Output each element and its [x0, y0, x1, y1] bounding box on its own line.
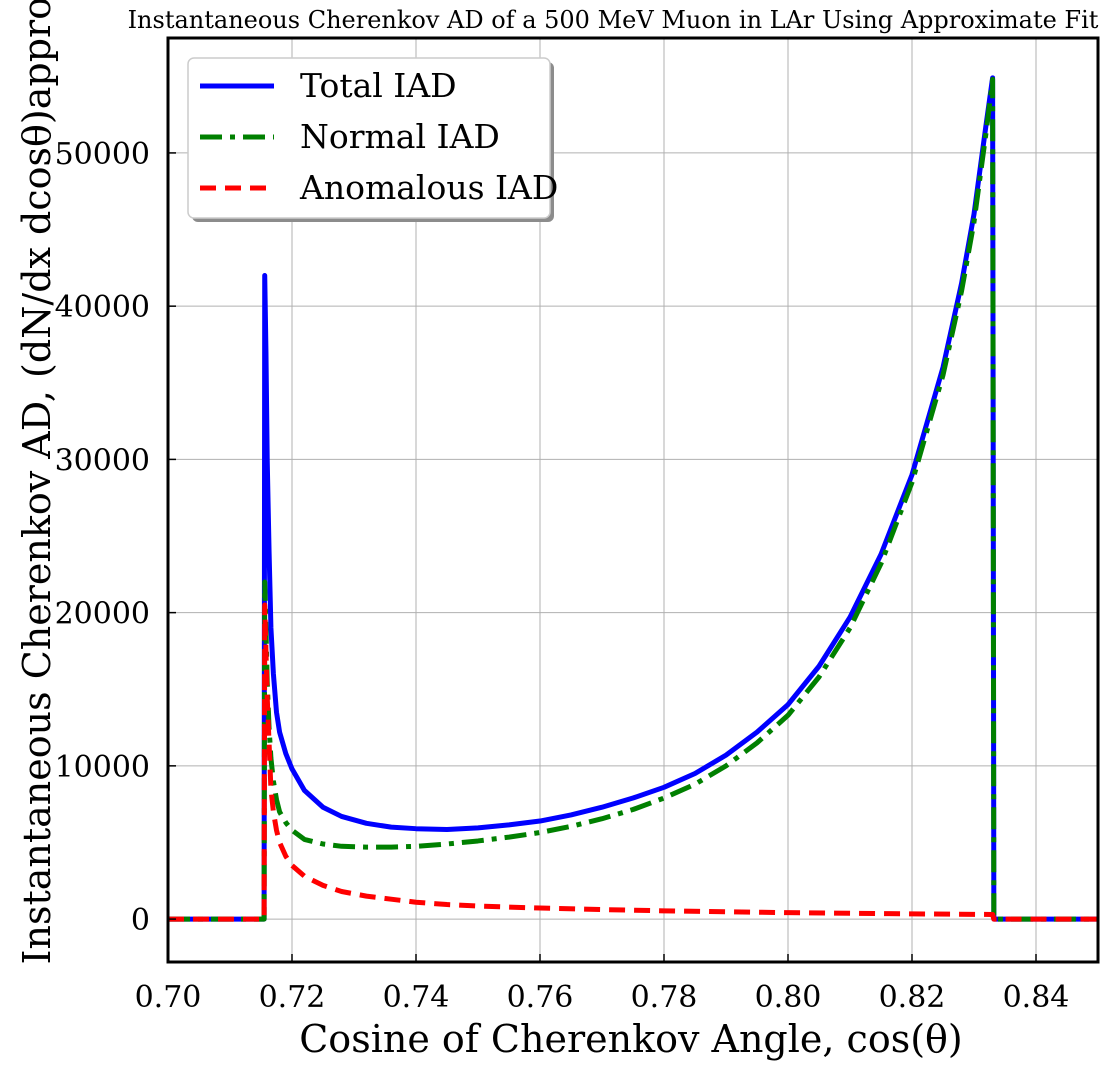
- y-axis-label: Instantaneous Cherenkov AD, (dN/dx dcosθ…: [15, 0, 59, 965]
- x-tick-label: 0.78: [631, 980, 698, 1015]
- plot-frame: [166, 36, 1100, 964]
- series-line-anomalous-iad: [168, 602, 1098, 922]
- y-tick-label: 0: [131, 903, 150, 938]
- legend-box: [187, 57, 551, 219]
- series-line-normal-iad: [168, 76, 1098, 922]
- x-tick-label: 0.72: [259, 980, 326, 1015]
- legend-label: Normal IAD: [300, 117, 500, 156]
- x-tick-label: 0.82: [879, 980, 946, 1015]
- x-tick-label: 0.70: [135, 980, 202, 1015]
- ticks: 0.70 0.72 0.74 0.76 0.78 0.80 0.82 0.84 0 10000 20…: [55, 137, 1070, 1015]
- x-tick-label: 0.84: [1003, 980, 1070, 1015]
- y-tick-label: 50000: [55, 137, 150, 172]
- x-axis-label: Cosine of Cherenkov Angle, cos(θ): [299, 1017, 963, 1061]
- legend-label: Total IAD: [300, 66, 457, 105]
- y-tick-label: 30000: [55, 443, 150, 478]
- grid: [167, 38, 1098, 962]
- y-tick-label: 40000: [55, 290, 150, 325]
- y-tick-label: 20000: [55, 597, 150, 632]
- x-tick-label: 0.76: [507, 980, 574, 1015]
- y-tick-label: 10000: [55, 750, 150, 785]
- x-tick-label: 0.80: [755, 980, 822, 1015]
- series-layer: [168, 75, 1098, 922]
- legend-label: Anomalous IAD: [299, 168, 558, 207]
- series-line-total-iad: [168, 75, 1098, 922]
- x-tick-label: 0.74: [383, 980, 450, 1015]
- chart-title: Instantaneous Cherenkov AD of a 500 MeV …: [128, 6, 1099, 34]
- legend: Total IAD Normal IAD Anomalous IAD: [187, 57, 558, 222]
